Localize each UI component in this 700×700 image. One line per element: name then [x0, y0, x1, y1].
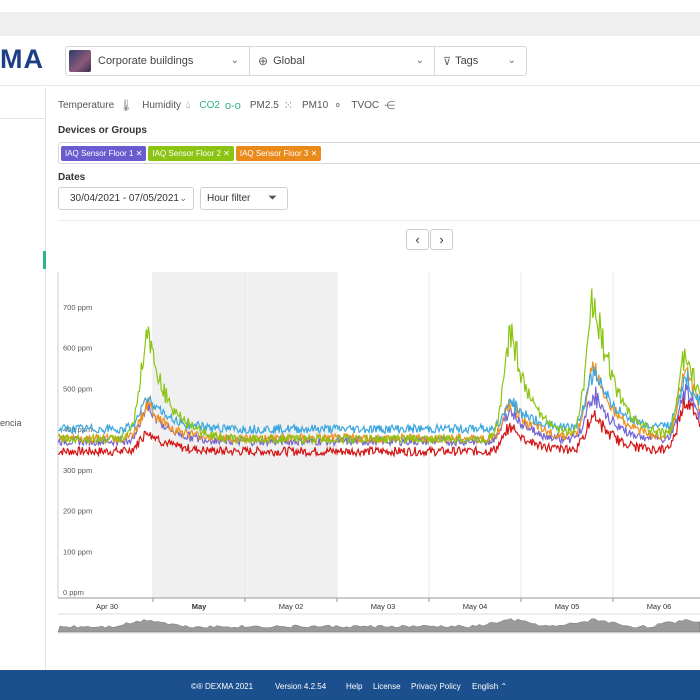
date-range-picker[interactable]: 30/04/2021 - 07/05/2021 ⌄ — [58, 187, 194, 210]
tab-label: CO2 — [199, 100, 220, 111]
device-tag-label: IAQ Sensor Floor 3 — [239, 148, 309, 158]
metric-tabs: Temperature 🌡︎ Humidity 💧︎ CO2 o-o PM2.5 ⁙ P… — [58, 99, 404, 112]
remove-icon[interactable]: ✕ — [310, 148, 318, 158]
sidebar: encia — [0, 87, 46, 670]
chevron-down-icon: ⌄ — [179, 193, 187, 203]
devices-label: Devices or Groups — [58, 125, 147, 136]
y-tick-label: 100 ppm — [63, 547, 92, 556]
navigator-area — [57, 618, 700, 633]
device-tag-label: IAQ Sensor Floor 1 — [65, 148, 134, 158]
main-panel: Temperature 🌡︎ Humidity 💧︎ CO2 o-o PM2.5 ⁙ P… — [46, 87, 700, 670]
filter-clock-icon: ⏷ — [268, 192, 277, 204]
prev-period-button[interactable]: ‹ — [406, 229, 429, 250]
x-tick-label: Apr 30 — [96, 602, 118, 611]
tab-tvoc[interactable]: TVOC ⋲ — [351, 99, 395, 112]
footer-privacy-link[interactable]: Privacy Policy — [411, 682, 461, 691]
x-tick-label: May 05 — [555, 602, 580, 611]
network-icon: ⋲ — [384, 100, 396, 112]
footer-version: Version 4.2.54 — [275, 682, 327, 691]
thermometer-icon: 🌡︎ — [119, 100, 134, 112]
browser-top — [0, 0, 700, 12]
filter-icon: ⊽ — [443, 55, 452, 68]
chevron-down-icon: ⌄ — [507, 55, 516, 66]
remove-icon[interactable]: ✕ — [223, 148, 230, 158]
y-tick-label: 0 ppm — [63, 588, 84, 597]
tab-label: PM2.5 — [249, 100, 279, 111]
footer: ©® DEXMA 2021 Version 4.2.54 Help Licens… — [0, 670, 700, 700]
tab-pm10[interactable]: PM10 ⚬ — [302, 99, 342, 112]
building-thumbnail — [69, 50, 91, 72]
tab-humidity[interactable]: Humidity 💧︎ — [142, 99, 190, 112]
device-tag[interactable]: IAQ Sensor Floor 2 ✕ — [148, 145, 234, 161]
hour-filter-button[interactable]: Hour filter ⏷ — [200, 187, 288, 210]
y-tick-label: 300 ppm — [63, 466, 92, 475]
y-tick-label: 200 ppm — [63, 507, 92, 516]
footer-license-link[interactable]: License — [373, 682, 401, 691]
globe-icon: ⊕ — [258, 54, 269, 68]
tab-label: Humidity — [142, 100, 182, 111]
drops-icon: 💧︎ — [186, 99, 191, 111]
chevron-down-icon: ⌄ — [230, 55, 239, 66]
device-tag[interactable]: IAQ Sensor Floor 3 ✕ — [235, 145, 322, 161]
y-tick-label: 600 ppm — [63, 344, 92, 353]
tags-selector-label: Tags — [455, 55, 479, 67]
dates-label: Dates — [58, 172, 86, 183]
tags-selector[interactable]: ⊽ Tags ⌄ — [435, 46, 527, 76]
y-tick-label: 400 ppm — [63, 425, 92, 434]
molecule-icon: o-o — [224, 99, 241, 112]
x-tick-label: May 06 — [647, 602, 672, 611]
sidebar-item-label[interactable]: encia — [0, 418, 22, 428]
y-tick-label: 500 ppm — [63, 384, 92, 393]
next-period-button[interactable]: › — [430, 229, 453, 250]
x-tick-label: May 04 — [463, 602, 488, 611]
series-line — [58, 288, 700, 446]
series-line — [57, 394, 700, 458]
tab-pm25[interactable]: PM2.5 ⁙ — [250, 99, 293, 112]
tab-label: TVOC — [351, 100, 380, 111]
scope-selector[interactable]: ⊕ Global ⌄ — [250, 46, 435, 76]
header: MA Corporate buildings ⌄ ⊕ Global ⌄ ⊽ Ta… — [0, 36, 700, 86]
series-line — [58, 365, 700, 436]
footer-help-link[interactable]: Help — [346, 682, 363, 691]
device-tag-label: IAQ Sensor Floor 2 — [152, 148, 221, 158]
co2-line-chart: 0 ppm 100 ppm 200 ppm 300 ppm 400 ppm 500 ppm… — [57, 272, 700, 634]
tab-temperature[interactable]: Temperature 🌡︎ — [58, 99, 133, 112]
hour-filter-label: Hour filter — [207, 193, 251, 204]
app-top-bar — [0, 12, 700, 36]
scope-selector-label: Global — [273, 55, 305, 67]
tab-co2[interactable]: CO2 o-o — [199, 99, 240, 112]
device-tag[interactable]: IAQ Sensor Floor 1 ✕ — [61, 145, 147, 161]
dexma-logo: MA — [0, 44, 44, 74]
tab-label: Temperature — [58, 100, 115, 111]
particles-icon: ⚬ — [333, 100, 343, 112]
chevron-down-icon: ⌄ — [415, 55, 424, 66]
date-range-value: 30/04/2021 - 07/05/2021 — [70, 193, 179, 204]
x-tick-label: May — [192, 602, 207, 611]
y-tick-label: 700 ppm — [63, 303, 92, 312]
tab-label: PM10 — [302, 100, 329, 111]
footer-copyright: ©® DEXMA 2021 — [191, 682, 254, 691]
dots-icon: ⁙ — [283, 100, 294, 112]
devices-multiselect[interactable]: IAQ Sensor Floor 1 ✕ IAQ Sensor Floor 2 … — [58, 142, 700, 164]
sidebar-divider — [0, 118, 46, 119]
section-divider — [58, 220, 700, 221]
building-selector[interactable]: Corporate buildings ⌄ — [65, 46, 250, 76]
footer-language-selector[interactable]: English ⌃ — [472, 682, 508, 691]
x-tick-label: May 02 — [279, 602, 304, 611]
building-selector-label: Corporate buildings — [98, 55, 194, 67]
sidebar-active-marker — [43, 251, 46, 269]
remove-icon[interactable]: ✕ — [135, 148, 143, 158]
x-tick-label: May 03 — [371, 602, 396, 611]
